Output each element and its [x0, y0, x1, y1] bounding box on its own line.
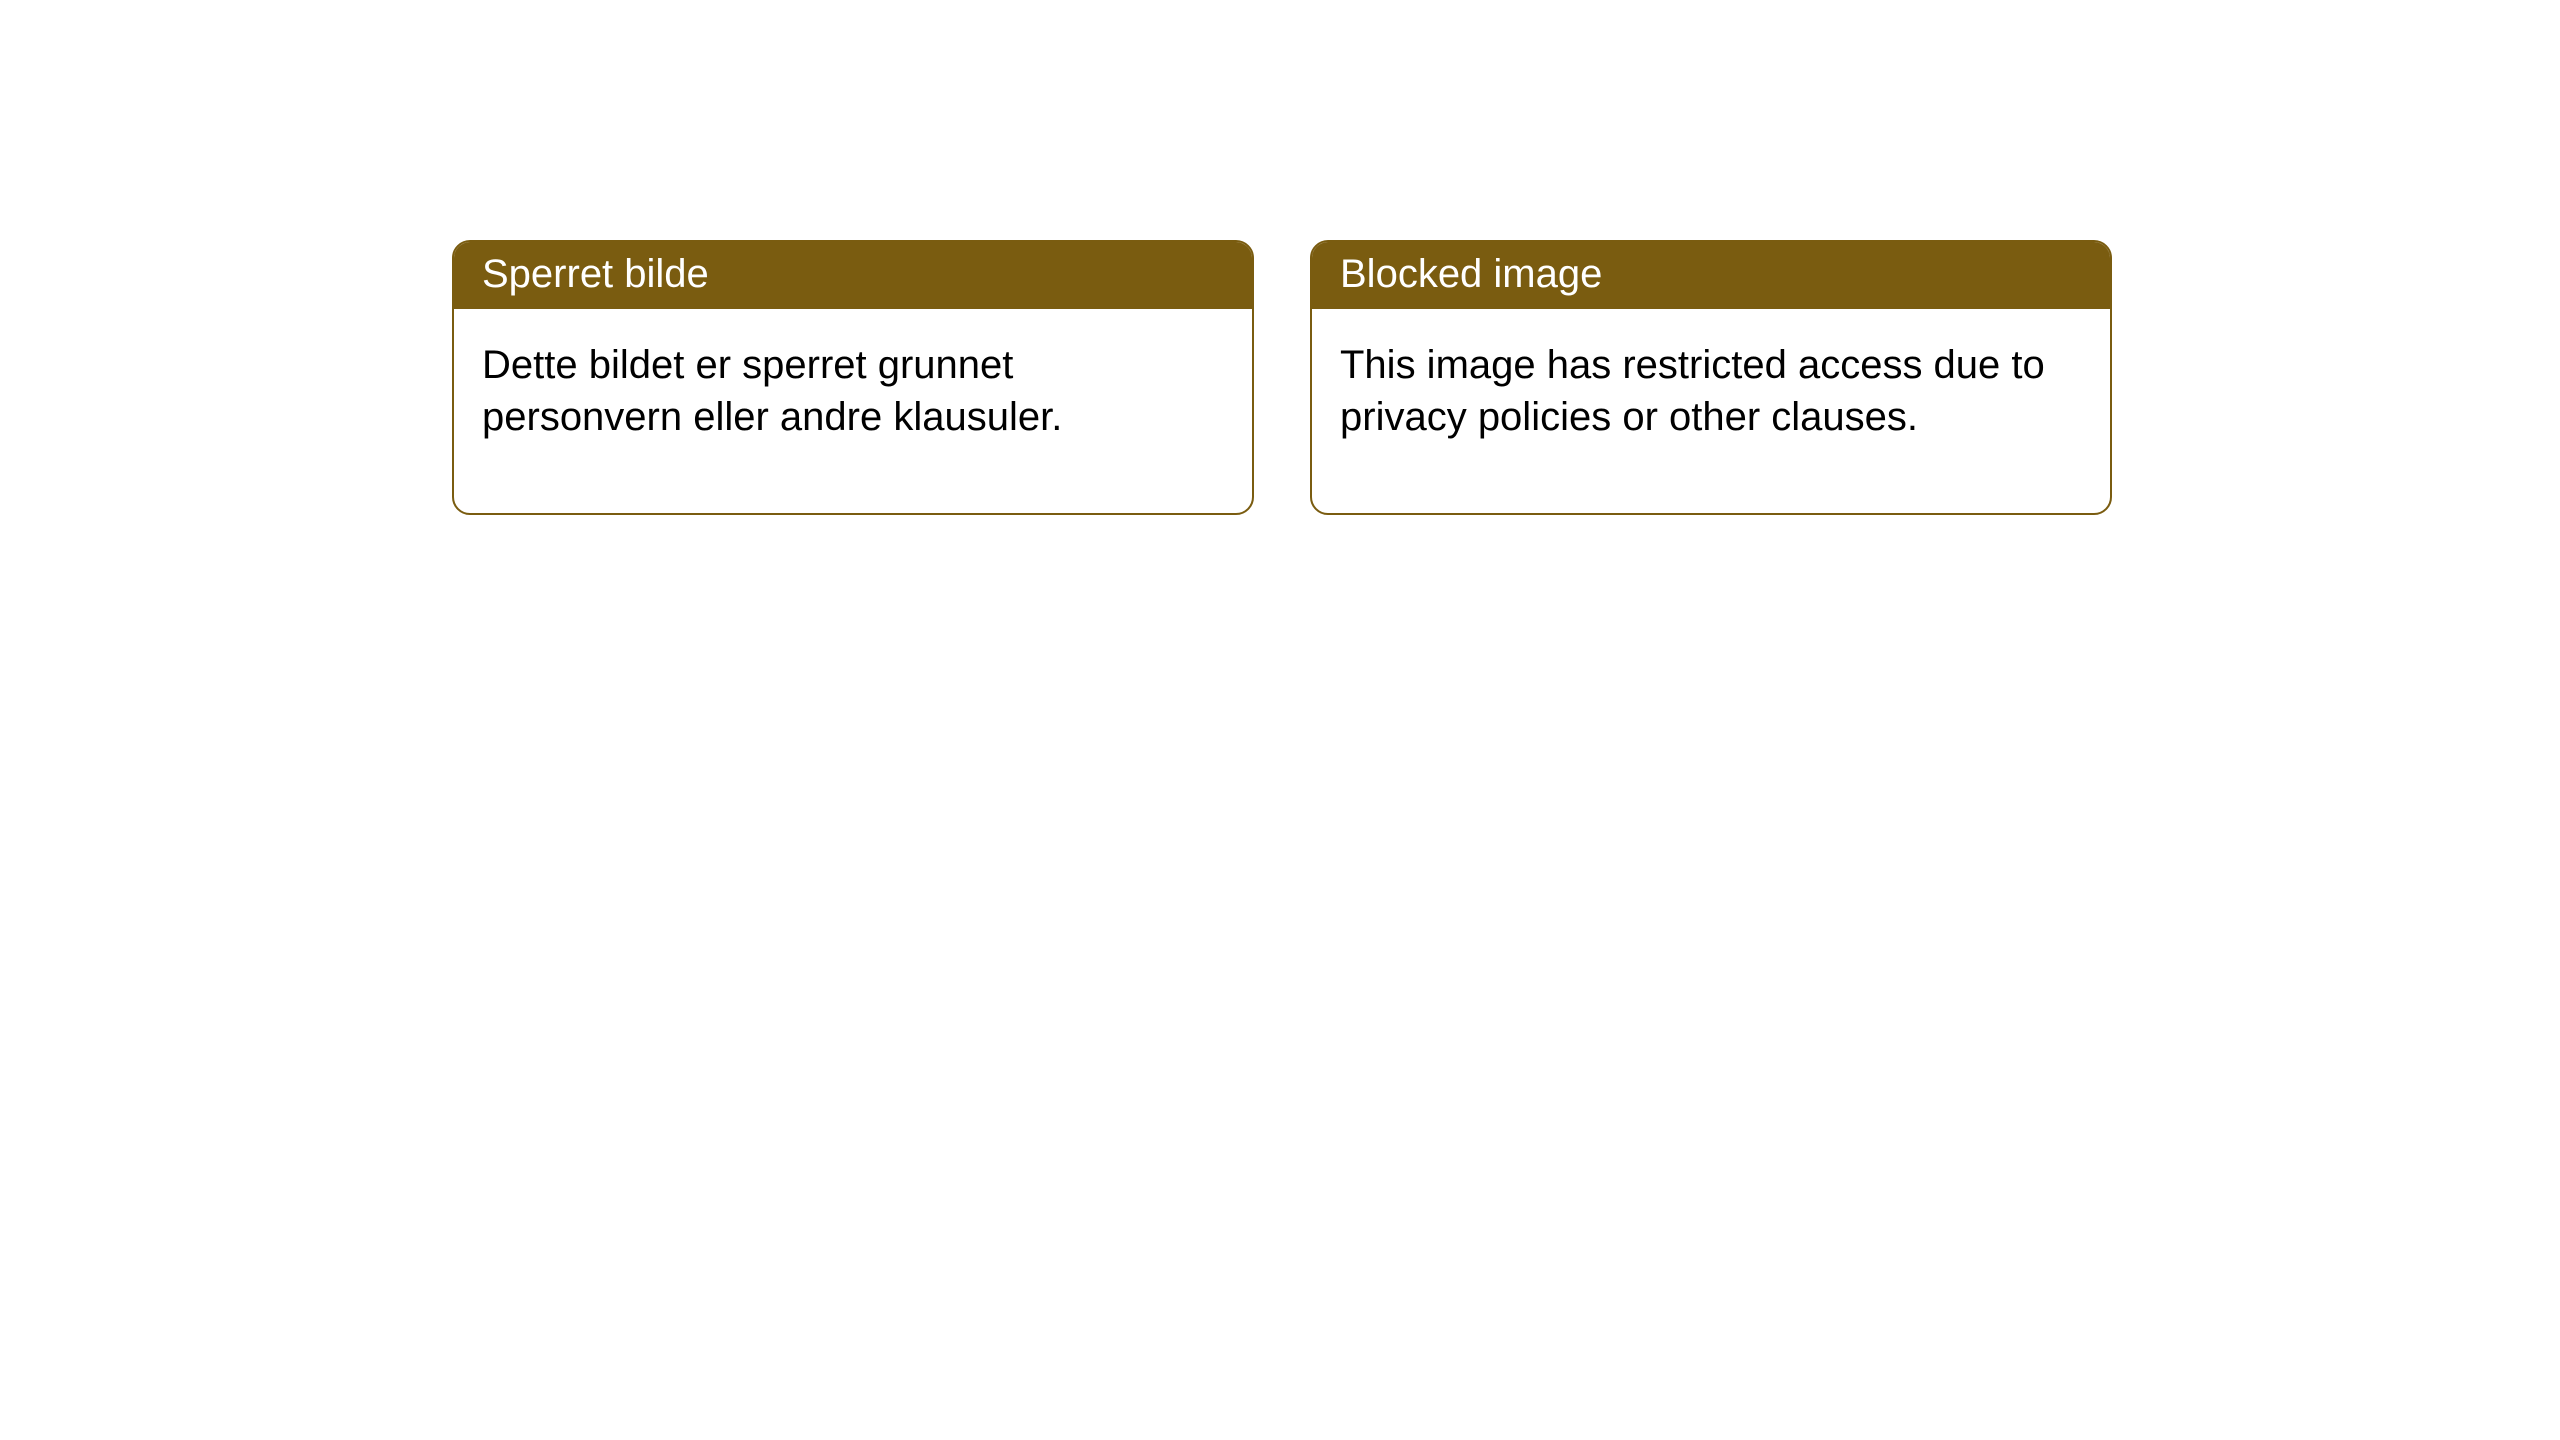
- notice-header-norwegian: Sperret bilde: [454, 242, 1252, 309]
- notice-box-norwegian: Sperret bilde Dette bildet er sperret gr…: [452, 240, 1254, 515]
- notice-box-english: Blocked image This image has restricted …: [1310, 240, 2112, 515]
- notice-header-english: Blocked image: [1312, 242, 2110, 309]
- notice-container: Sperret bilde Dette bildet er sperret gr…: [452, 240, 2112, 515]
- notice-body-norwegian: Dette bildet er sperret grunnet personve…: [454, 309, 1252, 513]
- notice-body-english: This image has restricted access due to …: [1312, 309, 2110, 513]
